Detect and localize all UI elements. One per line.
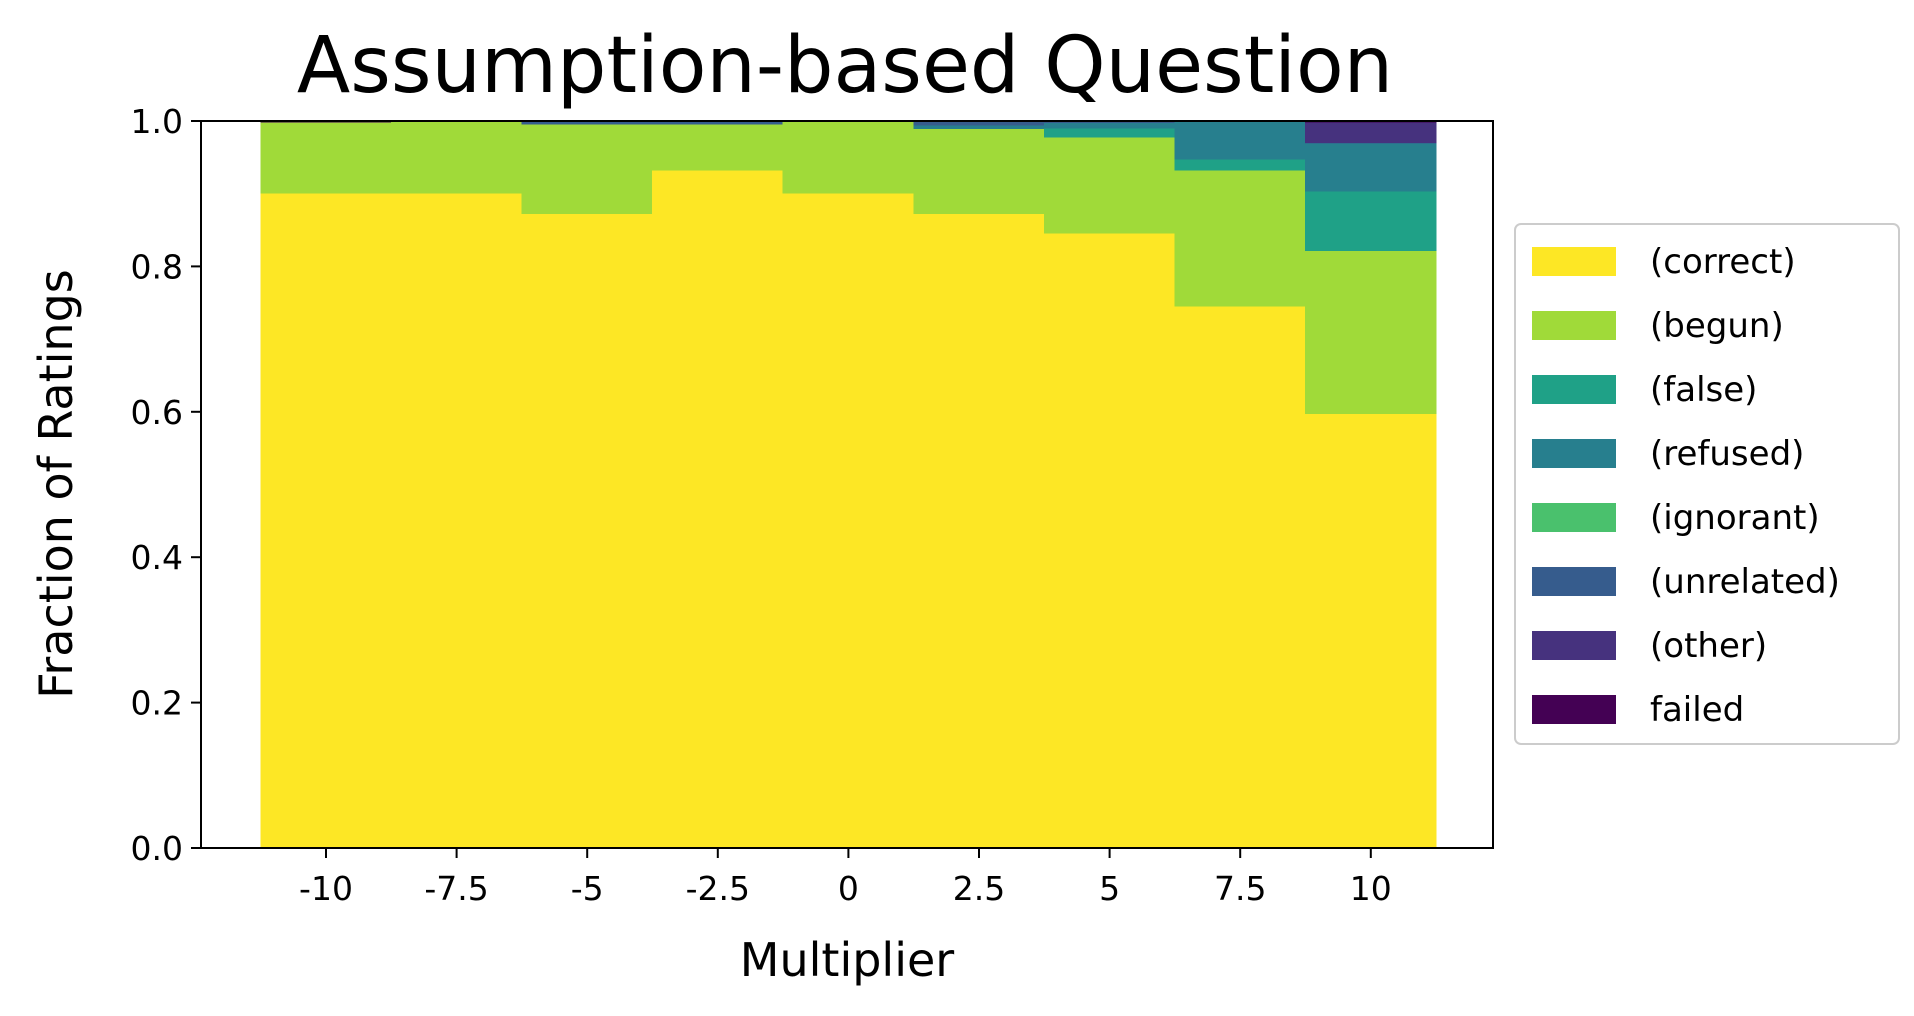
bar-segment-6-3 <box>1043 123 1176 129</box>
bar-segment-3-5 <box>652 121 784 125</box>
y-tick-label-3: 0.6 <box>131 393 183 432</box>
legend-swatch-3 <box>1532 439 1616 468</box>
legend-swatch-2 <box>1532 375 1616 404</box>
bar-segment-8-3 <box>1305 143 1437 192</box>
bar-segment-5-0 <box>913 214 1045 848</box>
bar-segment-4-0 <box>782 193 915 848</box>
bar-segment-6-5 <box>1043 121 1176 124</box>
legend: (correct) (begun) (false) (refused) (ignoran… <box>1514 223 1900 745</box>
legend-swatch-6 <box>1532 631 1616 660</box>
bar-segment-6-1 <box>1043 137 1176 234</box>
y-axis: 0.0 0.2 0.4 0.6 0.8 1.0 <box>131 102 201 868</box>
x-tick-label-4: 0 <box>838 869 859 908</box>
y-axis-label: Fraction of Ratings <box>29 269 83 698</box>
legend-label-1: (begun) <box>1650 306 1784 346</box>
bar-segment-3-0 <box>652 170 784 848</box>
chart-title: Assumption-based Question <box>297 21 1393 111</box>
legend-label-0: (correct) <box>1650 242 1796 282</box>
bar-segment-3-1 <box>652 124 784 171</box>
legend-swatch-5 <box>1532 567 1616 596</box>
x-axis: -10 -7.5 -5 -2.5 0 2.5 5 7.5 10 <box>299 848 1392 908</box>
bar-segment-5-3 <box>913 125 1045 129</box>
plot-area <box>260 121 1437 848</box>
bar-segment-7-1 <box>1174 170 1306 307</box>
bar-segment-8-1 <box>1305 251 1437 414</box>
x-tick-label-5: 2.5 <box>953 869 1005 908</box>
legend-label-6: (other) <box>1650 626 1767 666</box>
y-tick-label-1: 0.2 <box>131 684 183 723</box>
x-tick-label-1: -7.5 <box>424 869 488 908</box>
bar-segment-6-0 <box>1043 233 1176 848</box>
legend-label-5: (unrelated) <box>1650 562 1840 602</box>
bar-segment-0-1 <box>260 122 392 194</box>
bar-segment-8-0 <box>1305 413 1437 848</box>
bar-segment-5-1 <box>913 129 1045 215</box>
legend-swatch-7 <box>1532 695 1616 724</box>
bar-segment-0-0 <box>260 193 392 848</box>
bar-segment-5-5 <box>913 121 1045 126</box>
plot-frame <box>200 120 1494 849</box>
x-tick-label-7: 7.5 <box>1214 869 1266 908</box>
bar-segment-7-2 <box>1174 159 1306 171</box>
bar-segment-7-3 <box>1174 121 1306 160</box>
bar-segment-6-2 <box>1043 128 1176 138</box>
y-tick-label-0: 0.0 <box>131 829 183 868</box>
x-tick-label-0: -10 <box>299 869 353 908</box>
bar-segment-1-0 <box>390 193 523 848</box>
legend-label-4: (ignorant) <box>1650 498 1820 538</box>
bar-segment-8-2 <box>1305 191 1437 252</box>
legend-label-7: failed <box>1650 690 1744 730</box>
x-tick-label-3: -2.5 <box>686 869 750 908</box>
bar-segment-8-6 <box>1305 122 1437 143</box>
y-tick-label-5: 1.0 <box>131 102 183 141</box>
x-tick-label-2: -5 <box>571 869 604 908</box>
x-axis-label: Multiplier <box>740 933 955 987</box>
bar-segment-8-5 <box>1305 142 1437 144</box>
y-tick-label-4: 0.8 <box>131 247 183 286</box>
bar-segment-2-1 <box>521 124 653 215</box>
x-tick-label-6: 5 <box>1099 869 1120 908</box>
legend-label-2: (false) <box>1650 370 1757 410</box>
bar-segment-2-5 <box>521 121 653 125</box>
y-tick-label-2: 0.4 <box>131 538 183 577</box>
bar-segment-1-1 <box>390 121 523 194</box>
legend-frame <box>1514 223 1900 745</box>
bar-segment-4-1 <box>782 121 915 194</box>
legend-swatch-0 <box>1532 247 1616 276</box>
legend-label-3: (refused) <box>1650 434 1804 474</box>
legend-swatch-1 <box>1532 311 1616 340</box>
legend-swatch-4 <box>1532 503 1616 532</box>
bar-segment-7-0 <box>1174 306 1306 848</box>
bar-segment-2-0 <box>521 214 653 848</box>
x-tick-label-8: 10 <box>1350 869 1392 908</box>
